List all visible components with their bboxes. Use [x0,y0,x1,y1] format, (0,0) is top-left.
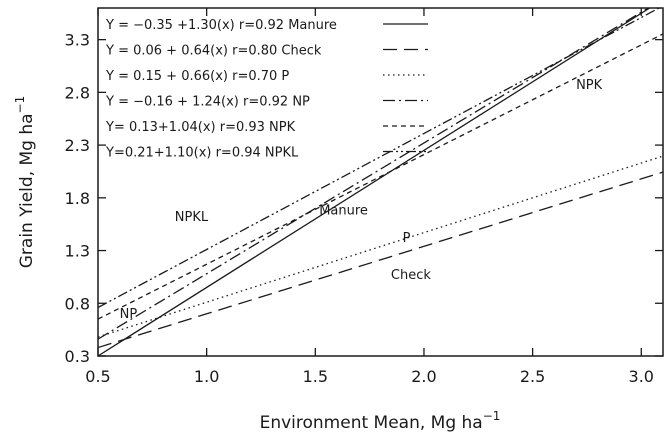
y-axis-title-exponent: −1 [13,96,27,114]
y-tick-label: 2.3 [65,136,90,155]
annotation-check: Check [391,268,431,283]
plot-area-frame [97,7,664,357]
annotation-npk: NPK [576,78,603,93]
legend: Y = −0.35 +1.30(x) r=0.92 Manure Y = 0.06… [105,18,428,161]
annotation-manure: Manure [319,204,368,219]
x-tick-label: 1.0 [194,367,219,386]
series-line-npk [97,33,664,320]
legend-entry-npkl: Y=0.21+1.10(x) r=0.94 NPKL [105,146,299,161]
legend-entry-p: Y = 0.15 + 0.66(x) r=0.70 P [105,69,289,84]
y-tick-label: 2.8 [65,83,90,102]
line-annotations: NPK NPKL Manure P Check NP [120,78,603,322]
y-tick-label: 1.8 [65,189,90,208]
annotation-np: NP [120,307,138,322]
x-axis-title: Environment Mean, Mg ha−1 [260,409,501,433]
series-line-p [97,155,664,338]
x-tick-label: 2.0 [411,367,436,386]
y-tick-label: 0.3 [65,347,90,366]
legend-entry-npk: Y= 0.13+1.04(x) r=0.93 NPK [105,120,296,135]
legend-entry-np: Y = −0.16 + 1.24(x) r=0.92 NP [105,95,310,110]
x-axis-title-exponent: −1 [483,409,501,423]
series-line-check [97,171,664,349]
series-line-manure [97,7,650,357]
legend-entry-manure: Y = −0.35 +1.30(x) r=0.92 Manure [105,18,337,33]
y-tick-label: 1.3 [65,242,90,261]
y-tick-label: 3.3 [65,31,90,50]
axis-ticks: 0.5 1.0 1.5 2.0 2.5 3.0 0.3 0.8 1.3 1.8 2.3 2.8 3.3 [65,8,663,386]
y-axis-title: Grain Yield, Mg ha−1 [13,96,37,269]
annotation-p: P [403,231,411,246]
series-lines [97,7,664,357]
annotation-npkl: NPKL [175,210,209,225]
series-line-npkl [97,7,660,309]
legend-entry-check: Y = 0.06 + 0.64(x) r=0.80 Check [105,44,322,59]
x-tick-label: 0.5 [85,367,110,386]
x-tick-label: 3.0 [629,367,654,386]
x-tick-label: 2.5 [520,367,545,386]
x-tick-label: 1.5 [303,367,328,386]
y-tick-label: 0.8 [65,294,90,313]
